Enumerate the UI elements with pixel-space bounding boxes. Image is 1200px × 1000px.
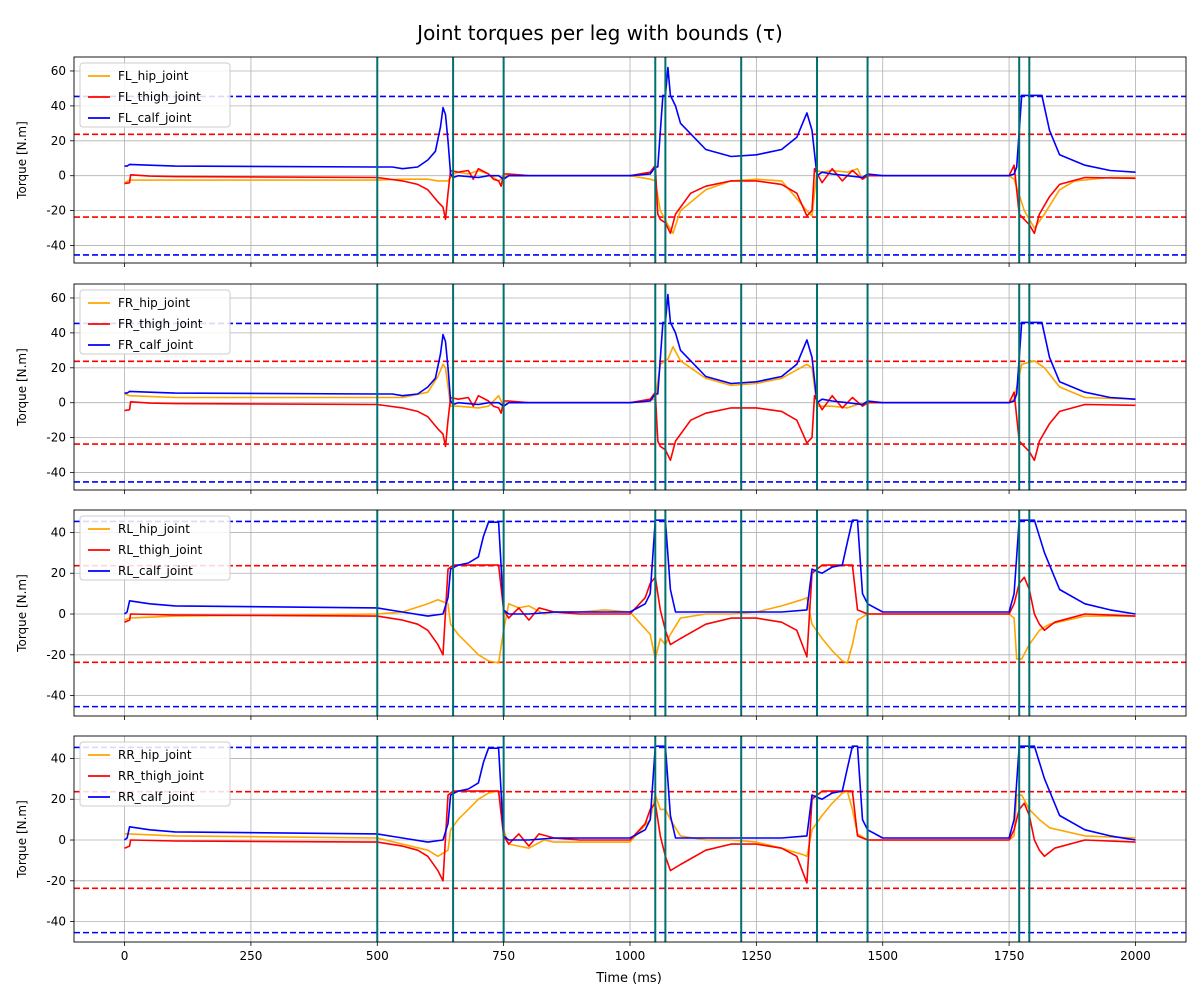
y-tick-label: 0: [58, 607, 66, 621]
y-axis-label: Torque [N.m]: [15, 348, 29, 427]
y-tick-label: -40: [46, 689, 66, 703]
legend-box: [79, 62, 231, 128]
y-tick-label: 40: [51, 525, 66, 539]
legend-box: [79, 741, 231, 807]
legend-label: RL_calf_joint: [118, 564, 193, 578]
series-line-fr-thigh-joint: [124, 391, 1136, 462]
series-line-rl-calf-joint: [124, 519, 1136, 617]
y-tick-label: 20: [51, 566, 66, 580]
y-tick-label: -20: [46, 874, 66, 888]
axes-frame: [73, 509, 1187, 717]
legend-label: RL_hip_joint: [118, 522, 190, 536]
figure-title: Joint torques per leg with bounds (τ): [415, 21, 783, 45]
series-line-rl-thigh-joint: [124, 564, 1136, 658]
y-tick-label: 60: [51, 64, 66, 78]
y-tick-label: -40: [46, 239, 66, 253]
legend-label: FR_thigh_joint: [118, 317, 203, 331]
x-tick-label: 1500: [867, 949, 898, 963]
x-tick-label: 1000: [615, 949, 646, 963]
series-line-rr-thigh-joint: [124, 790, 1136, 884]
y-axis-label: Torque [N.m]: [15, 574, 29, 653]
y-tick-label: 60: [51, 291, 66, 305]
x-tick-label: 750: [492, 949, 515, 963]
legend-label: FR_calf_joint: [118, 338, 193, 352]
series-line-fl-thigh-joint: [124, 164, 1136, 235]
x-tick-label: 1750: [994, 949, 1025, 963]
x-axis-label: Time (ms): [595, 971, 662, 986]
plot-area: [74, 736, 1186, 942]
x-tick-label: 250: [239, 949, 262, 963]
y-tick-label: 0: [58, 833, 66, 847]
legend: RR_hip_joint RR_thigh_joint RR_calf_joint: [79, 741, 231, 807]
axes-frame: [73, 56, 1187, 264]
panel-rl: -40 -20 0 20 40 Torque [N.m] RL_hip_joint RL_th…: [15, 509, 1187, 720]
y-axis-label: Torque [N.m]: [15, 800, 29, 879]
legend-label: FL_hip_joint: [118, 69, 189, 83]
y-tick-label: -20: [46, 204, 66, 218]
y-tick-label: -20: [46, 648, 66, 662]
y-tick-label: 40: [51, 326, 66, 340]
legend-label: RR_hip_joint: [118, 748, 192, 762]
legend: RL_hip_joint RL_thigh_joint RL_calf_joint: [79, 515, 231, 581]
y-tick-label: 0: [58, 396, 66, 410]
legend-box: [79, 289, 231, 355]
legend-label: FL_thigh_joint: [118, 90, 201, 104]
plot-area: [74, 510, 1186, 716]
legend-label: FR_hip_joint: [118, 296, 190, 310]
series-line-rr-calf-joint: [124, 745, 1136, 843]
legend: FL_hip_joint FL_thigh_joint FL_calf_joint: [79, 62, 231, 128]
y-tick-label: 40: [51, 99, 66, 113]
plot-area: [74, 57, 1186, 263]
y-tick-label: 0: [58, 169, 66, 183]
axes-frame: [73, 283, 1187, 491]
x-tick-label: 0: [121, 949, 129, 963]
legend: FR_hip_joint FR_thigh_joint FR_calf_joint: [79, 289, 231, 355]
legend-box: [79, 515, 231, 581]
y-tick-label: -40: [46, 915, 66, 929]
x-tick-label: 1250: [741, 949, 772, 963]
plot-area: [74, 284, 1186, 490]
legend-label: FL_calf_joint: [118, 111, 192, 125]
y-tick-label: 20: [51, 361, 66, 375]
y-tick-label: 40: [51, 751, 66, 765]
legend-label: RL_thigh_joint: [118, 543, 203, 557]
y-axis-label: Torque [N.m]: [15, 121, 29, 200]
legend-label: RR_calf_joint: [118, 790, 195, 804]
y-tick-label: 20: [51, 792, 66, 806]
axes-frame: [73, 735, 1187, 943]
x-tick-label: 500: [366, 949, 389, 963]
x-tick-label: 2000: [1120, 949, 1151, 963]
y-tick-label: -20: [46, 431, 66, 445]
y-tick-label: -40: [46, 466, 66, 480]
y-tick-label: 20: [51, 134, 66, 148]
panel-rr: 0 250 500 750 1000 1250 1500 1750 2000 -40 -20 0 20 4…: [15, 735, 1187, 963]
legend-label: RR_thigh_joint: [118, 769, 204, 783]
